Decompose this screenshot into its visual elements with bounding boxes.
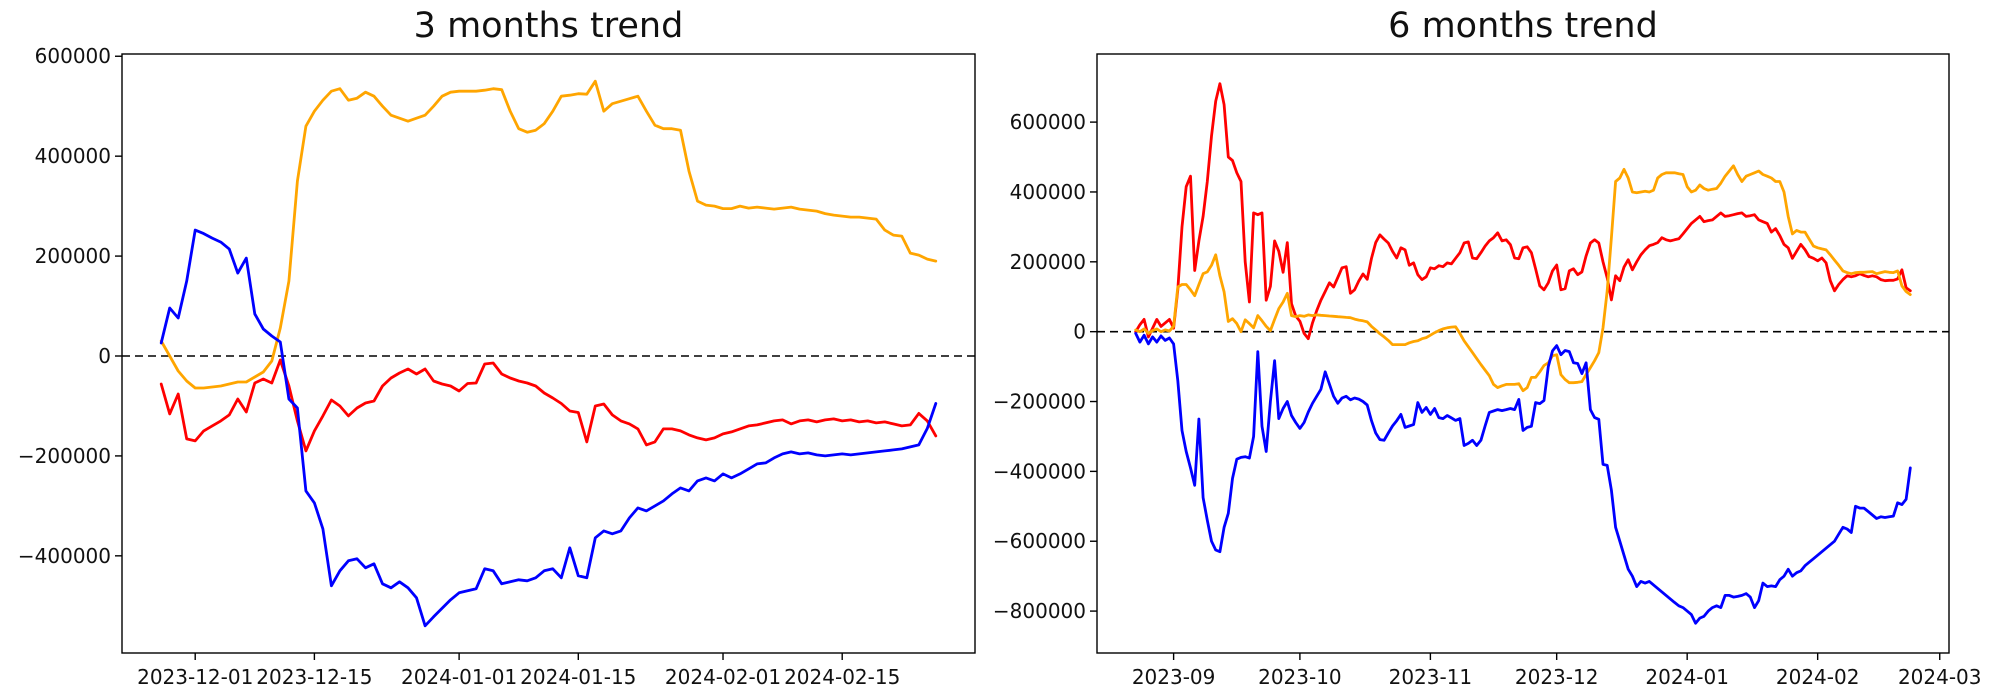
three-months-trend-axes-frame — [121, 53, 976, 654]
three-months-trend-x-tick-label: 2024-02-01 — [665, 665, 781, 689]
six-months-trend-red-line — [1134, 82, 1912, 341]
chart-title-3-months: 3 months trend — [413, 6, 684, 46]
three-months-trend-y-tick-label: −400000 — [18, 544, 111, 568]
six-months-trend-y-tick-label: 600000 — [1010, 110, 1086, 134]
six-months-trend-y-tick-label: 200000 — [1010, 250, 1086, 274]
six-months-trend-y-tick-label: −400000 — [993, 459, 1086, 483]
three-months-trend-x-tick-label: 2024-01-01 — [401, 665, 517, 689]
three-months-trend-orange-line — [159, 79, 938, 390]
six-months-trend-x-tick-label: 2023-11 — [1389, 665, 1473, 689]
three-months-trend-red-line — [159, 358, 938, 453]
six-months-trend-x-tick-label: 2024-03 — [1898, 665, 1982, 689]
three-months-trend-x-tick-label: 2023-12-15 — [256, 665, 372, 689]
three-months-trend-x-tick-label: 2024-01-15 — [520, 665, 636, 689]
three-months-trend-x-tick-label: 2024-02-15 — [784, 665, 900, 689]
six-months-trend-orange-line — [1134, 164, 1912, 393]
six-months-trend-blue-line — [1134, 331, 1912, 625]
six-months-trend-x-tick-label: 2023-10 — [1258, 665, 1342, 689]
three-months-trend-y-tick-label: 0 — [98, 344, 111, 368]
three-months-trend-blue-line — [159, 228, 938, 628]
three-months-trend-y-tick-label: −200000 — [18, 444, 111, 468]
six-months-trend-x-tick-label: 2023-12 — [1515, 665, 1599, 689]
six-months-trend-x-tick-label: 2024-02 — [1776, 665, 1860, 689]
six-months-trend-y-tick-label: −600000 — [993, 529, 1086, 553]
six-months-trend-axes-frame — [1096, 53, 1950, 654]
six-months-trend-x-tick-label: 2024-01 — [1645, 665, 1729, 689]
three-months-trend-y-tick-label: 600000 — [35, 44, 111, 68]
three-months-trend-y-tick-label: 200000 — [35, 244, 111, 268]
three-months-trend-y-tick-label: 400000 — [35, 144, 111, 168]
six-months-trend-x-tick-label: 2023-09 — [1132, 665, 1216, 689]
six-months-trend-y-tick-label: −800000 — [993, 599, 1086, 623]
six-months-trend-y-tick-label: 0 — [1073, 320, 1086, 344]
six-months-trend-y-tick-label: −200000 — [993, 390, 1086, 414]
chart-title-6-months: 6 months trend — [1388, 6, 1658, 46]
six-months-trend-y-tick-label: 400000 — [1010, 180, 1086, 204]
three-months-trend-x-tick-label: 2023-12-01 — [137, 665, 253, 689]
